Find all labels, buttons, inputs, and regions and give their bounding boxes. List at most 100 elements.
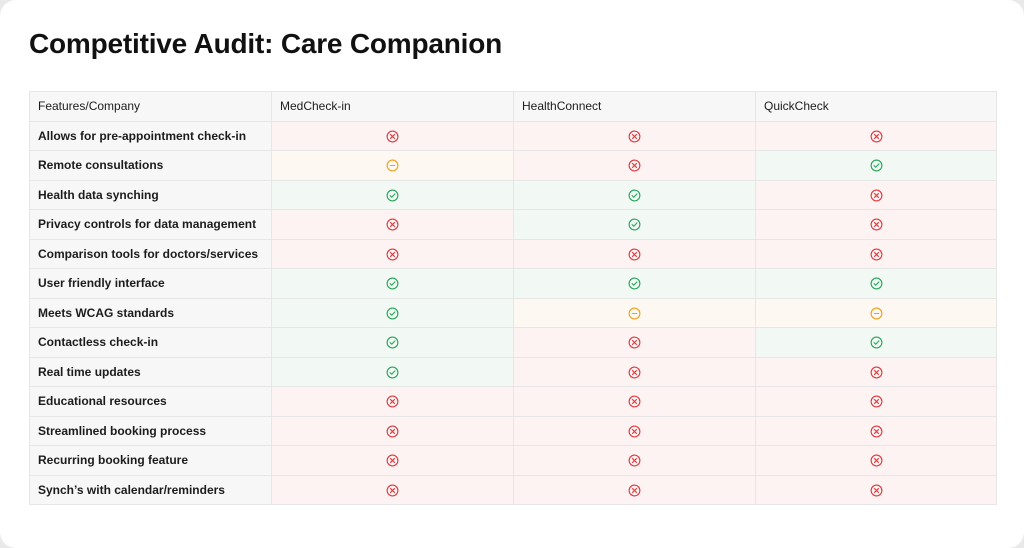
status-cell-quickcheck — [755, 415, 997, 446]
status-cell-quickcheck — [755, 386, 997, 417]
check-circle-icon — [386, 307, 399, 320]
table-row: Allows for pre-appointment check-in — [29, 120, 997, 151]
table-row: Synch’s with calendar/reminders — [29, 474, 997, 505]
column-header-medcheck-in: MedCheck-in — [271, 91, 514, 122]
check-circle-icon — [870, 159, 883, 172]
status-cell-healthconnect — [513, 386, 756, 417]
status-cell-quickcheck — [755, 474, 997, 505]
table-row: User friendly interface — [29, 268, 997, 299]
status-cell-healthconnect — [513, 415, 756, 446]
x-circle-icon — [870, 130, 883, 143]
feature-label: Privacy controls for data management — [29, 209, 272, 240]
x-circle-icon — [386, 395, 399, 408]
table-row: Real time updates — [29, 356, 997, 387]
status-cell-quickcheck — [755, 209, 997, 240]
x-circle-icon — [386, 454, 399, 467]
feature-label: Real time updates — [29, 356, 272, 387]
x-circle-icon — [870, 366, 883, 379]
status-cell-medcheck-in — [271, 474, 514, 505]
status-cell-medcheck-in — [271, 268, 514, 299]
status-cell-healthconnect — [513, 209, 756, 240]
minus-circle-icon — [386, 159, 399, 172]
x-circle-icon — [628, 395, 641, 408]
status-cell-healthconnect — [513, 297, 756, 328]
x-circle-icon — [386, 425, 399, 438]
table-header-row: Features/Company MedCheck-in HealthConne… — [29, 91, 997, 122]
check-circle-icon — [386, 277, 399, 290]
feature-label: Health data synching — [29, 179, 272, 210]
feature-label: Synch’s with calendar/reminders — [29, 474, 272, 505]
status-cell-medcheck-in — [271, 150, 514, 181]
x-circle-icon — [628, 130, 641, 143]
status-cell-quickcheck — [755, 297, 997, 328]
check-circle-icon — [870, 336, 883, 349]
x-circle-icon — [628, 366, 641, 379]
table-row: Meets WCAG standards — [29, 297, 997, 328]
status-cell-quickcheck — [755, 150, 997, 181]
x-circle-icon — [386, 248, 399, 261]
status-cell-healthconnect — [513, 356, 756, 387]
feature-label: Remote consultations — [29, 150, 272, 181]
x-circle-icon — [628, 484, 641, 497]
status-cell-medcheck-in — [271, 179, 514, 210]
status-cell-healthconnect — [513, 179, 756, 210]
x-circle-icon — [870, 189, 883, 202]
feature-label: Allows for pre-appointment check-in — [29, 120, 272, 151]
status-cell-healthconnect — [513, 445, 756, 476]
x-circle-icon — [628, 336, 641, 349]
minus-circle-icon — [628, 307, 641, 320]
table-row: Streamlined booking process — [29, 415, 997, 446]
x-circle-icon — [870, 425, 883, 438]
status-cell-quickcheck — [755, 179, 997, 210]
x-circle-icon — [628, 248, 641, 261]
check-circle-icon — [386, 336, 399, 349]
x-circle-icon — [628, 425, 641, 438]
x-circle-icon — [386, 484, 399, 497]
check-circle-icon — [628, 277, 641, 290]
status-cell-quickcheck — [755, 120, 997, 151]
status-cell-healthconnect — [513, 268, 756, 299]
audit-table: Features/Company MedCheck-in HealthConne… — [29, 91, 997, 505]
table-body: Allows for pre-appointment check-in Remot… — [29, 120, 997, 505]
status-cell-medcheck-in — [271, 415, 514, 446]
status-cell-medcheck-in — [271, 209, 514, 240]
table-row: Health data synching — [29, 179, 997, 210]
table-row: Remote consultations — [29, 150, 997, 181]
status-cell-quickcheck — [755, 445, 997, 476]
table-row: Contactless check-in — [29, 327, 997, 358]
status-cell-medcheck-in — [271, 386, 514, 417]
table-row: Comparison tools for doctors/services — [29, 238, 997, 269]
status-cell-quickcheck — [755, 356, 997, 387]
status-cell-quickcheck — [755, 327, 997, 358]
page-title: Competitive Audit: Care Companion — [29, 28, 503, 59]
table-row: Privacy controls for data management — [29, 209, 997, 240]
status-cell-healthconnect — [513, 327, 756, 358]
column-header-quickcheck: QuickCheck — [755, 91, 997, 122]
status-cell-medcheck-in — [271, 297, 514, 328]
table-row: Recurring booking feature — [29, 445, 997, 476]
feature-label: Educational resources — [29, 386, 272, 417]
feature-label: Streamlined booking process — [29, 415, 272, 446]
status-cell-healthconnect — [513, 238, 756, 269]
x-circle-icon — [628, 159, 641, 172]
status-cell-quickcheck — [755, 268, 997, 299]
status-cell-healthconnect — [513, 120, 756, 151]
table-row: Educational resources — [29, 386, 997, 417]
status-cell-quickcheck — [755, 238, 997, 269]
status-cell-healthconnect — [513, 150, 756, 181]
x-circle-icon — [386, 218, 399, 231]
x-circle-icon — [628, 454, 641, 467]
x-circle-icon — [870, 248, 883, 261]
status-cell-medcheck-in — [271, 238, 514, 269]
feature-label: Meets WCAG standards — [29, 297, 272, 328]
x-circle-icon — [870, 454, 883, 467]
status-cell-medcheck-in — [271, 327, 514, 358]
column-header-healthconnect: HealthConnect — [513, 91, 756, 122]
x-circle-icon — [870, 395, 883, 408]
status-cell-medcheck-in — [271, 445, 514, 476]
check-circle-icon — [870, 277, 883, 290]
feature-label: User friendly interface — [29, 268, 272, 299]
x-circle-icon — [870, 484, 883, 497]
status-cell-medcheck-in — [271, 120, 514, 151]
